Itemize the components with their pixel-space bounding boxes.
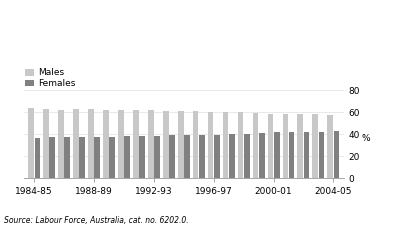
Bar [319, 132, 324, 178]
Bar [259, 133, 264, 178]
Bar [148, 111, 154, 178]
Bar [289, 133, 295, 178]
Bar [73, 109, 79, 178]
Bar [208, 112, 214, 178]
Bar [169, 136, 175, 178]
Bar [163, 111, 169, 178]
Bar [328, 115, 333, 178]
Bar [334, 131, 339, 178]
Bar [214, 135, 220, 178]
Bar [178, 111, 183, 178]
Text: Source: Labour Force, Australia, cat. no. 6202.0.: Source: Labour Force, Australia, cat. no… [4, 216, 189, 225]
Bar [50, 137, 55, 178]
Bar [199, 135, 205, 178]
Bar [252, 113, 258, 178]
Bar [154, 136, 160, 178]
Bar [28, 108, 34, 178]
Bar [223, 112, 228, 178]
Bar [133, 110, 139, 178]
Bar [268, 114, 273, 178]
Bar [79, 137, 85, 178]
Bar [88, 109, 94, 178]
Bar [94, 137, 100, 178]
Bar [118, 110, 124, 178]
Bar [35, 138, 40, 178]
Bar [64, 136, 70, 178]
Bar [312, 114, 318, 178]
Bar [304, 133, 309, 178]
Bar [283, 114, 288, 178]
Bar [193, 111, 198, 178]
Bar [229, 134, 235, 178]
Bar [297, 114, 303, 178]
Bar [274, 133, 279, 178]
Bar [58, 110, 64, 178]
Bar [109, 137, 115, 178]
Bar [238, 112, 243, 178]
Bar [103, 110, 109, 178]
Bar [43, 109, 49, 178]
Bar [124, 136, 130, 178]
Bar [244, 134, 250, 178]
Y-axis label: %: % [361, 134, 370, 143]
Bar [139, 136, 145, 178]
Bar [184, 135, 190, 178]
Legend: Males, Females: Males, Females [25, 68, 75, 88]
